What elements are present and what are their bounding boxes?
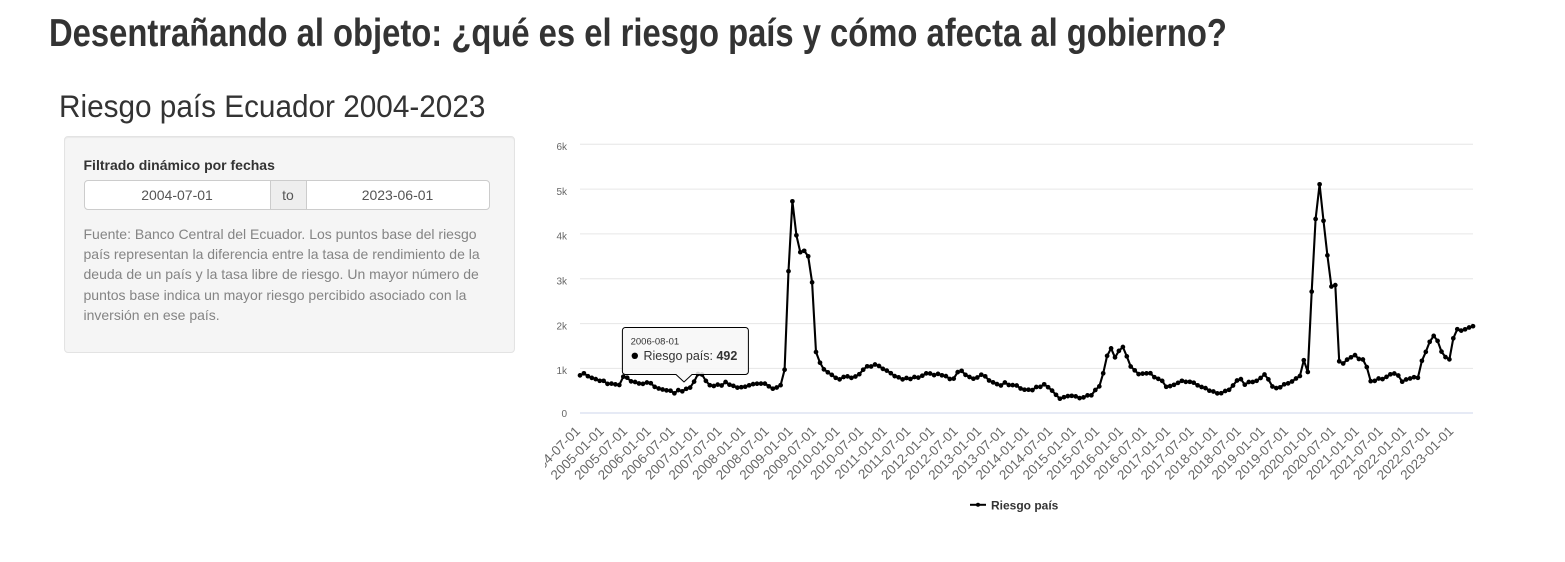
svg-text:1k: 1k xyxy=(556,366,568,377)
svg-text:3k: 3k xyxy=(556,276,568,287)
svg-text:6k: 6k xyxy=(556,142,568,153)
svg-text:Riesgo país: 492: Riesgo país: 492 xyxy=(644,349,738,363)
svg-text:Riesgo país: Riesgo país xyxy=(991,498,1059,512)
svg-text:5k: 5k xyxy=(556,187,568,198)
svg-text:0: 0 xyxy=(561,409,567,420)
svg-text:4k: 4k xyxy=(556,232,568,243)
svg-text:2006-08-01: 2006-08-01 xyxy=(631,337,680,348)
svg-text:2k: 2k xyxy=(556,321,568,332)
